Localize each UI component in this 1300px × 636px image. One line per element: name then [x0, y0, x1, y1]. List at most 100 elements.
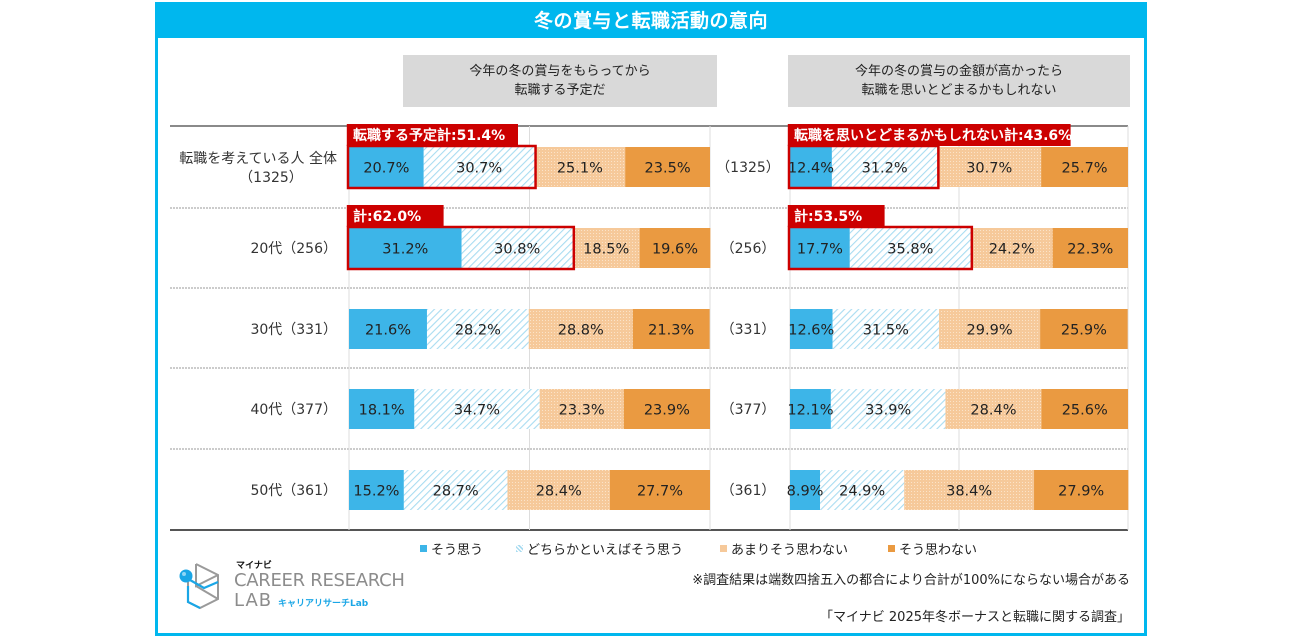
legend-label: どちらかといえばそう思う — [527, 543, 684, 558]
left-column-header: 今年の冬の賞与をもらってから 転職する予定だ — [403, 55, 717, 107]
bar-segment-disagree — [623, 389, 710, 429]
data-label: 12.4% — [788, 161, 834, 177]
bar-segment-disagree — [1052, 228, 1128, 268]
category-label: （256） — [721, 241, 776, 257]
data-label: 28.4% — [970, 403, 1016, 419]
data-label: 18.5% — [583, 242, 629, 258]
data-label: 23.5% — [645, 161, 691, 177]
data-label: 30.7% — [966, 161, 1012, 177]
bar-segment-somewhat-disagree — [539, 389, 624, 429]
stacked-bar-charts: 転職を考えている人 全体（1325） 20.7% 30.7% 25.1% 23.5% 20… — [170, 124, 1129, 531]
logo-sub: キャリアリサーチLab — [278, 599, 369, 609]
category-label: 50代（361） — [250, 483, 337, 499]
data-label: 18.1% — [359, 403, 405, 419]
bar-segment-strongly-agree — [790, 309, 833, 349]
bar-segment-somewhat-disagree — [945, 389, 1042, 429]
bar-segment-strongly-agree — [349, 309, 427, 349]
data-label: 22.3% — [1067, 242, 1113, 258]
legend-label: そう思わない — [899, 543, 978, 558]
right-column-header: 今年の冬の賞与の金額が高かったら 転職を思いとどまるかもしれない — [788, 55, 1130, 107]
legend-swatch-strongly-agree — [420, 545, 427, 552]
source-note: 「マイナビ 2025年冬ボーナスと転職に関する調査」 — [820, 610, 1130, 625]
bar-segment-somewhat-agree — [423, 147, 535, 187]
category-label: （377） — [721, 402, 776, 418]
labels-layer: 転職を考えている人 全体（1325） 20.7% 30.7% 25.1% 23.5% 20… — [179, 150, 1113, 500]
bar-segment-disagree — [1034, 470, 1129, 510]
callout-tab — [346, 124, 518, 146]
rounding-note: ※調査結果は端数四捨五入の都合により合計が100%にならない場合がある — [692, 573, 1130, 588]
data-label: 8.9% — [787, 484, 824, 500]
bar-segment-strongly-agree — [349, 147, 424, 187]
callout-tab — [787, 205, 885, 227]
callout-label: 計:53.5% — [794, 208, 862, 225]
bar-segment-strongly-agree — [790, 228, 850, 268]
logo-line2: LAB — [234, 590, 273, 611]
legend-item-somewhat-disagree: あまりそう思わない — [720, 539, 848, 558]
bar-segment-disagree — [610, 470, 710, 510]
data-label: 30.8% — [494, 242, 540, 258]
data-label: 33.9% — [865, 403, 911, 419]
data-label: 31.2% — [382, 242, 428, 258]
bar-segment-strongly-agree — [790, 389, 831, 429]
legend-label: そう思う — [431, 543, 484, 558]
category-label: （331） — [721, 322, 776, 338]
data-label: 38.4% — [946, 484, 992, 500]
data-label: 27.7% — [637, 484, 683, 500]
data-label: 12.6% — [788, 323, 834, 339]
bar-segment-somewhat-agree — [414, 389, 540, 429]
data-label: 31.5% — [863, 323, 909, 339]
data-label: 29.9% — [967, 323, 1013, 339]
bar-segment-disagree — [625, 147, 710, 187]
bars-layer — [349, 147, 1129, 510]
data-label: 21.6% — [365, 323, 411, 339]
bar-segment-disagree — [639, 228, 711, 268]
bar-segment-somewhat-disagree — [572, 228, 640, 268]
data-label: 24.9% — [839, 484, 885, 500]
legend-swatch-somewhat-agree — [516, 545, 523, 552]
bar-segment-somewhat-agree — [849, 228, 971, 268]
data-label: 25.9% — [1061, 323, 1107, 339]
data-label: 34.7% — [454, 403, 500, 419]
bar-segment-strongly-agree — [349, 470, 404, 510]
data-label: 25.6% — [1062, 403, 1108, 419]
data-label: 23.3% — [559, 403, 605, 419]
legend-swatch-disagree — [888, 545, 895, 552]
category-label: （361） — [721, 483, 776, 499]
data-label: 31.2% — [862, 161, 908, 177]
bar-segment-somewhat-disagree — [528, 309, 633, 349]
data-label: 17.7% — [797, 242, 843, 258]
legend-item-somewhat-agree: どちらかといえばそう思う — [516, 539, 683, 558]
data-label: 12.1% — [787, 403, 833, 419]
bar-segment-somewhat-disagree — [904, 470, 1035, 510]
data-label: 25.7% — [1062, 161, 1108, 177]
bar-segment-disagree — [632, 309, 710, 349]
legend-item-disagree: そう思わない — [888, 539, 977, 558]
data-label: 19.6% — [652, 242, 698, 258]
data-label: 28.8% — [558, 323, 604, 339]
bar-segment-somewhat-agree — [831, 147, 938, 187]
logo-line1: CAREER RESEARCH — [234, 570, 405, 591]
bar-segment-somewhat-agree — [830, 389, 946, 429]
bar-segment-somewhat-disagree — [507, 470, 611, 510]
bar-segment-somewhat-agree — [403, 470, 508, 510]
bar-segment-disagree — [1040, 309, 1128, 349]
category-label: 20代（256） — [250, 241, 337, 257]
callout-tab — [346, 205, 444, 227]
bar-segment-disagree — [1041, 389, 1128, 429]
bar-segment-disagree — [1041, 147, 1128, 187]
bar-segment-strongly-agree — [349, 389, 415, 429]
data-label: 27.9% — [1058, 484, 1104, 500]
data-label: 28.4% — [536, 484, 582, 500]
callout-tab — [787, 124, 1071, 146]
data-label: 20.7% — [363, 161, 409, 177]
logo-brand: マイナビ — [236, 561, 272, 571]
data-label: 25.1% — [557, 161, 603, 177]
callout-label: 転職する予定計:51.4% — [353, 127, 505, 144]
data-label: 35.8% — [887, 242, 933, 258]
data-label: 21.3% — [648, 323, 694, 339]
legend-swatch-somewhat-disagree — [720, 545, 727, 552]
data-label: 28.7% — [433, 484, 479, 500]
callout-label: 転職を思いとどまるかもしれない計:43.6% — [794, 127, 1072, 144]
chart-frame: 冬の賞与と転職活動の意向 今年の冬の賞与をもらってから 転職する予定だ 今年の冬… — [155, 2, 1147, 636]
bar-segment-somewhat-disagree — [534, 147, 626, 187]
